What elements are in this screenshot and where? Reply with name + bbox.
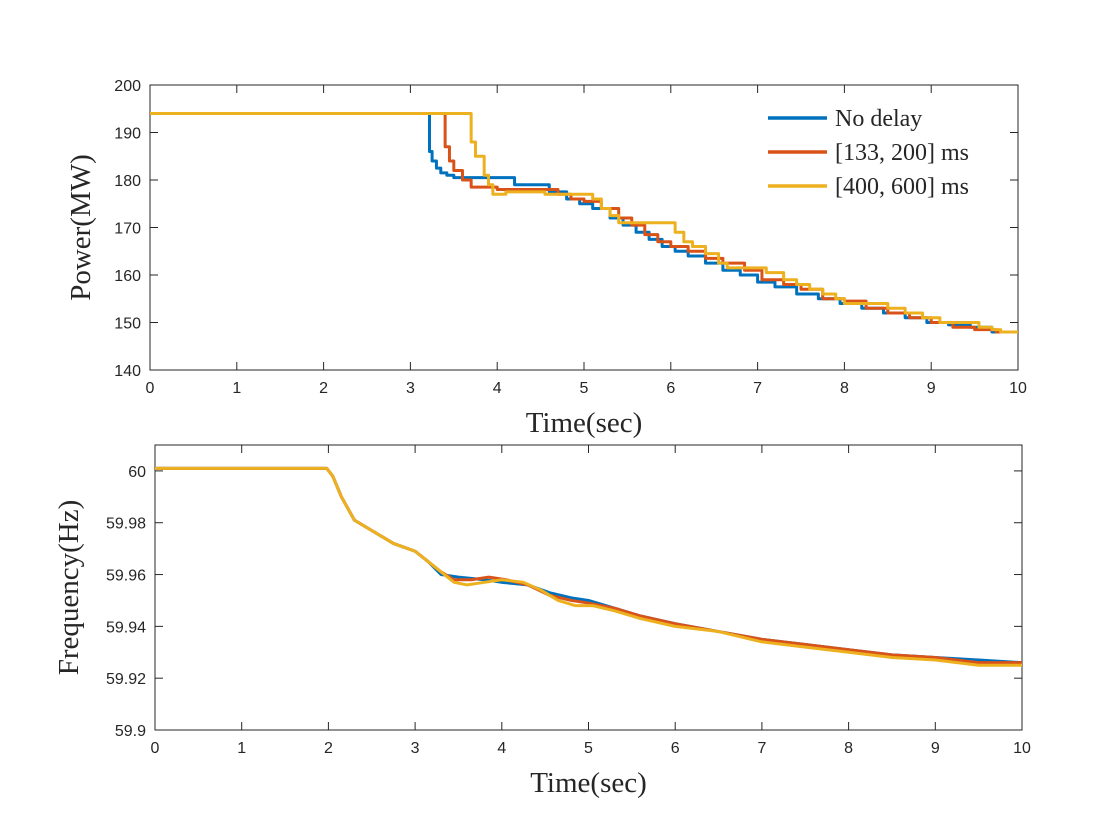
frequency-chart: 0 1 2 3 4 5 6 7 8 9 10 59.959.9259.9459.9659.9860 … — [53, 444, 1031, 799]
y-tick-label: 59.94 — [106, 619, 146, 636]
x-tick-label: 6 — [666, 380, 675, 397]
power-series — [150, 112, 1018, 334]
x-tick-label: 0 — [146, 380, 155, 397]
x-tick-label: 0 — [151, 740, 160, 757]
x-tick-label: 3 — [406, 380, 415, 397]
x-tick-label: 5 — [580, 380, 589, 397]
x-tick-label: 10 — [1013, 740, 1031, 757]
frequency-x-ticks: 0 1 2 3 4 5 6 7 8 9 10 — [151, 445, 1031, 757]
x-tick-label: 2 — [324, 740, 333, 757]
x-tick-label: 1 — [237, 740, 246, 757]
legend-label-133-200: [133, 200] ms — [835, 140, 969, 166]
frequency-plot-area — [154, 444, 1023, 731]
x-tick-label: 1 — [232, 380, 241, 397]
power-y-axis-label: Power(MW) — [65, 154, 97, 301]
legend-label-no-delay: No delay — [835, 106, 922, 132]
x-tick-label: 5 — [584, 740, 593, 757]
power-x-axis-label: Time(sec) — [526, 407, 643, 439]
x-tick-label: 10 — [1009, 380, 1027, 397]
y-tick-label: 60 — [128, 464, 146, 481]
legend: No delay [133, 200] ms [400, 600] ms — [768, 106, 969, 200]
y-tick-label: 160 — [114, 268, 141, 285]
power-x-ticks: 0 1 2 3 4 5 6 7 8 9 10 — [146, 85, 1027, 397]
power-y-ticks: 140 150 160 170 180 190 200 — [114, 78, 1018, 380]
frequency-x-axis-label: Time(sec) — [530, 767, 647, 799]
x-tick-label: 6 — [671, 740, 680, 757]
x-tick-label: 8 — [844, 740, 853, 757]
y-tick-label: 150 — [114, 316, 141, 333]
series-line-no-delay — [150, 112, 1018, 334]
x-tick-label: 4 — [493, 380, 502, 397]
x-tick-label: 7 — [753, 380, 762, 397]
frequency-y-ticks: 59.9 59.92 59.94 59.96 59.98 60 — [106, 464, 1022, 740]
y-tick-label: 200 — [114, 78, 141, 95]
y-tick-label: 59.98 — [106, 516, 146, 533]
power-chart: 0 1 2 3 4 5 6 7 8 9 10 140 150 160 170 180 190 200 Time(… — [65, 78, 1027, 439]
frequency-y-axis-label: Frequency(Hz) — [53, 500, 85, 676]
y-tick-label: 140 — [114, 363, 141, 380]
x-tick-label: 9 — [931, 740, 940, 757]
y-tick-label: 59.9 — [115, 723, 146, 740]
x-tick-label: 9 — [927, 380, 936, 397]
series-line-400-600 — [150, 112, 1018, 334]
y-tick-label: 170 — [114, 221, 141, 238]
series-line-133-200 — [150, 112, 1018, 334]
y-tick-label: 59.96 — [106, 568, 146, 585]
power-plot-area — [149, 84, 1019, 371]
frequency-series — [155, 466, 1022, 667]
legend-label-400-600: [400, 600] ms — [835, 174, 969, 200]
x-tick-label: 4 — [497, 740, 506, 757]
y-tick-label: 190 — [114, 126, 141, 143]
y-tick-label: 180 — [114, 173, 141, 190]
x-tick-label: 8 — [840, 380, 849, 397]
series-line-400-600 — [155, 466, 1022, 667]
x-tick-label: 3 — [411, 740, 420, 757]
x-tick-label: 2 — [319, 380, 328, 397]
y-tick-label: 59.92 — [106, 671, 146, 688]
x-tick-label: 7 — [757, 740, 766, 757]
